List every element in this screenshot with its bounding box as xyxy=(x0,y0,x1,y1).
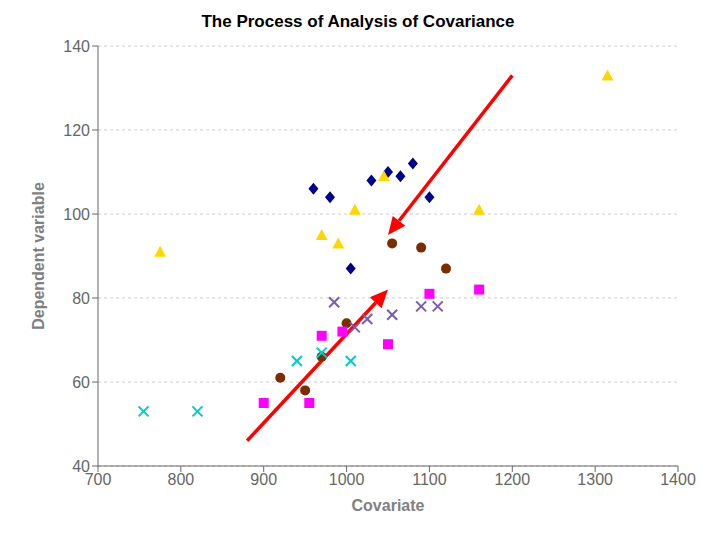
svg-text:1200: 1200 xyxy=(494,471,530,488)
svg-text:1300: 1300 xyxy=(577,471,613,488)
svg-text:100: 100 xyxy=(63,206,90,223)
svg-text:900: 900 xyxy=(250,471,277,488)
html-text:The Process of Analysis of Cov: The Process of Analysis of Covariance xyxy=(201,12,515,31)
svg-text:1000: 1000 xyxy=(329,471,365,488)
svg-text:140: 140 xyxy=(63,38,90,55)
svg-text:Covariate: Covariate xyxy=(352,497,425,514)
svg-text:120: 120 xyxy=(63,122,90,139)
svg-text:1400: 1400 xyxy=(660,471,696,488)
svg-text:Dependent variable: Dependent variable xyxy=(30,182,47,330)
svg-text:700: 700 xyxy=(84,471,112,489)
svg-text:40: 40 xyxy=(72,458,90,475)
svg-text:1100: 1100 xyxy=(412,471,447,488)
svg-text:60: 60 xyxy=(72,374,90,391)
svg-text:800: 800 xyxy=(168,471,195,488)
svg-text:80: 80 xyxy=(72,290,90,307)
